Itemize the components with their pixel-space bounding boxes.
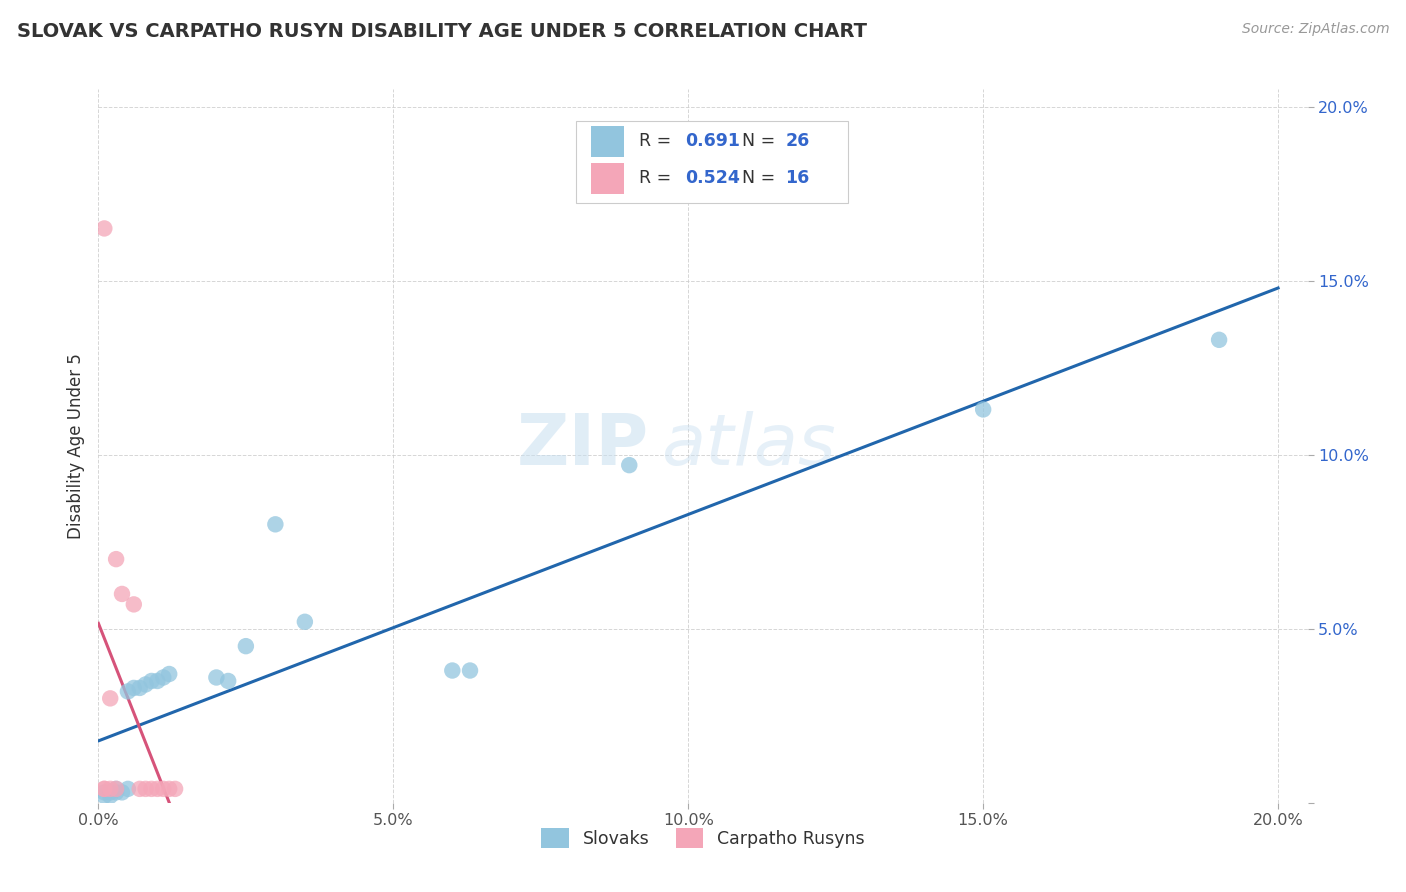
Point (117, 781, 139, 796)
Point (152, 671, 174, 685)
Point (458, 664, 481, 678)
Text: 0.691: 0.691 (685, 132, 740, 150)
Point (117, 684, 139, 698)
Point (235, 639, 257, 653)
FancyBboxPatch shape (576, 121, 848, 203)
Point (128, 681, 150, 695)
Point (141, 673, 163, 688)
Point (122, 681, 145, 695)
Point (141, 781, 163, 796)
Point (93, 781, 115, 796)
Text: R =: R = (638, 132, 676, 150)
Point (441, 664, 464, 678)
Point (165, 781, 187, 796)
Point (105, 785, 128, 799)
FancyBboxPatch shape (591, 126, 624, 157)
Text: N =: N = (742, 169, 780, 187)
Point (157, 667, 180, 681)
Y-axis label: Disability Age Under 5: Disability Age Under 5 (66, 353, 84, 539)
Point (98, 789, 121, 803)
Point (111, 785, 134, 799)
Text: 16: 16 (785, 169, 810, 187)
Point (152, 781, 174, 796)
Point (972, 402, 994, 417)
Point (217, 673, 239, 688)
Point (146, 781, 169, 796)
Point (157, 781, 180, 796)
Point (619, 458, 641, 472)
Point (93, 221, 115, 235)
Point (93, 785, 115, 799)
Text: Source: ZipAtlas.com: Source: ZipAtlas.com (1241, 22, 1389, 37)
FancyBboxPatch shape (591, 163, 624, 194)
Point (1208, 333, 1230, 347)
Point (205, 671, 228, 685)
Point (146, 673, 169, 688)
Text: R =: R = (638, 169, 676, 187)
Point (122, 598, 145, 612)
Point (105, 781, 128, 796)
Legend: Slovaks, Carpatho Rusyns: Slovaks, Carpatho Rusyns (534, 821, 872, 855)
Point (93, 781, 115, 796)
Point (98, 691, 121, 706)
Point (264, 517, 287, 532)
Point (98, 785, 121, 799)
Text: atlas: atlas (661, 411, 835, 481)
Point (135, 781, 157, 796)
Text: 26: 26 (785, 132, 810, 150)
Point (93, 789, 115, 803)
Point (294, 615, 316, 629)
Point (128, 781, 150, 796)
Point (105, 552, 128, 566)
Text: 0.524: 0.524 (685, 169, 740, 187)
Text: ZIP: ZIP (516, 411, 648, 481)
Text: N =: N = (742, 132, 780, 150)
Point (135, 677, 157, 691)
Point (98, 781, 121, 796)
Point (105, 781, 128, 796)
Point (111, 587, 134, 601)
Text: SLOVAK VS CARPATHO RUSYN DISABILITY AGE UNDER 5 CORRELATION CHART: SLOVAK VS CARPATHO RUSYN DISABILITY AGE … (17, 22, 868, 41)
